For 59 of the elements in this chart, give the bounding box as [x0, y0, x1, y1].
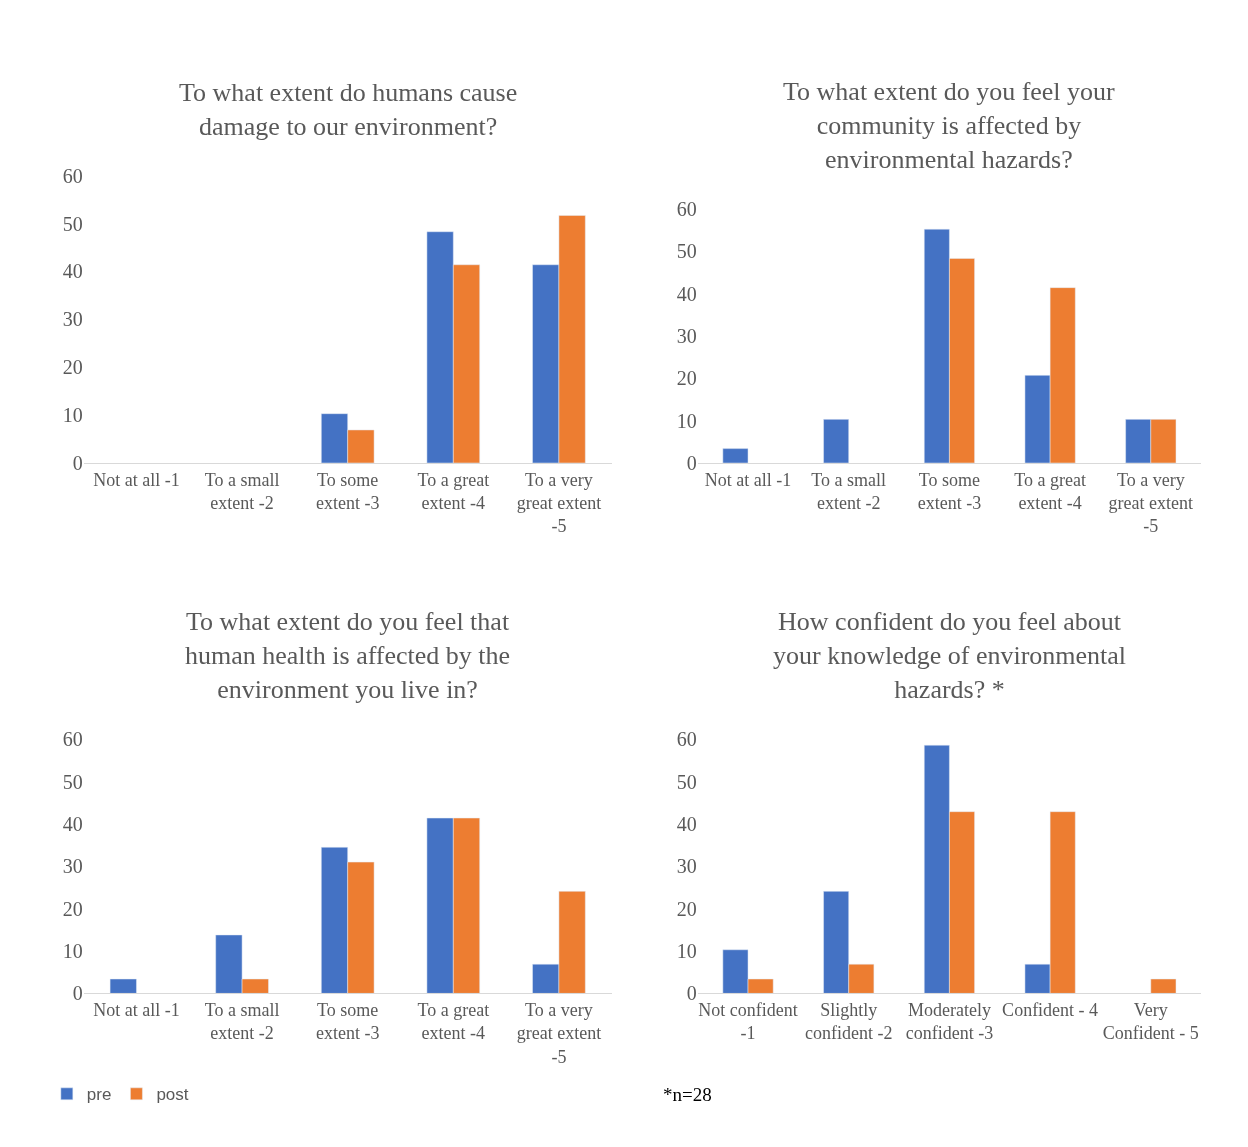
x-tick-label: Moderately confident -3	[905, 1000, 994, 1044]
chart-title: To what extent do you feel that human health is affected by the environment you live in?	[185, 607, 511, 704]
y-tick-label: 10	[676, 940, 697, 963]
x-tick-label: Not at all -1	[704, 469, 792, 490]
y-tick-label: 40	[62, 260, 83, 283]
x-tick-label: To a very great extent -5	[1108, 469, 1194, 537]
y-tick-label: 20	[676, 367, 697, 390]
y-tick-label: 40	[676, 812, 697, 835]
x-tick-label: Not confident -1	[698, 1000, 798, 1044]
x-tick-label: Not at all -1	[93, 469, 180, 490]
y-tick-label: 50	[62, 212, 83, 235]
y-tick-label: 60	[62, 728, 83, 751]
y-tick-label: 50	[676, 240, 697, 263]
x-tick-label: To some extent -3	[917, 469, 982, 513]
y-tick-label: 0	[72, 982, 83, 1005]
x-tick-label: To a great extent -4	[1014, 469, 1086, 513]
y-tick-label: 30	[62, 855, 83, 878]
x-tick-label: To a small extent -2	[811, 469, 887, 513]
y-tick-label: 50	[676, 770, 697, 793]
bar	[722, 448, 749, 463]
x-tick-label: To some extent -3	[315, 469, 380, 513]
y-tick-label: 0	[686, 452, 697, 474]
x-tick-label: To a small extent -2	[204, 469, 280, 513]
y-tick-label: 0	[72, 452, 83, 474]
y-tick-label: 40	[676, 282, 697, 305]
x-tick-label: Confident - 4	[1002, 1000, 1099, 1020]
x-tick-label: To some extent -3	[315, 1000, 380, 1044]
x-tick-label: To a very great extent -5	[516, 469, 602, 537]
y-tick-label: 30	[62, 308, 83, 331]
y-tick-label: 10	[62, 940, 83, 963]
x-tick-label: To a very great extent -5	[516, 1000, 602, 1067]
y-tick-label: 10	[62, 404, 83, 427]
y-tick-label: 60	[676, 728, 697, 751]
legend-label: pre	[86, 1085, 112, 1105]
y-tick-label: 40	[62, 812, 83, 835]
y-tick-label: 0	[686, 982, 697, 1005]
x-tick-label: Not at all -1	[93, 1000, 180, 1020]
y-tick-label: 30	[676, 855, 697, 878]
y-tick-label: 30	[676, 324, 697, 347]
x-tick-label: Very Confident - 5	[1102, 1000, 1199, 1044]
chart-title: To what extent do you feel your community is affected by environmental hazards?	[783, 77, 1116, 174]
legend-label: post	[156, 1085, 189, 1105]
x-tick-label: To a great extent -4	[417, 469, 490, 513]
y-tick-label: 60	[62, 164, 83, 187]
bar	[1150, 978, 1177, 994]
chart-title: To what extent do humans cause damage to our environment?	[179, 78, 518, 141]
chart-title: How confident do you feel about your knowledge of environmental hazards? *	[773, 607, 1127, 704]
bar	[823, 419, 849, 463]
x-tick-label: Slightly confident -2	[804, 1000, 893, 1044]
y-tick-label: 20	[62, 356, 83, 379]
bar	[109, 978, 137, 994]
x-tick-label: To a great extent -4	[417, 1000, 490, 1044]
y-tick-label: 50	[62, 770, 83, 793]
y-tick-label: 10	[676, 409, 697, 432]
x-tick-label: To a small extent -2	[204, 1000, 280, 1044]
y-tick-label: 20	[676, 897, 697, 920]
y-tick-label: 60	[676, 197, 697, 220]
y-tick-label: 20	[62, 897, 83, 920]
text: *n=28	[663, 1084, 712, 1105]
